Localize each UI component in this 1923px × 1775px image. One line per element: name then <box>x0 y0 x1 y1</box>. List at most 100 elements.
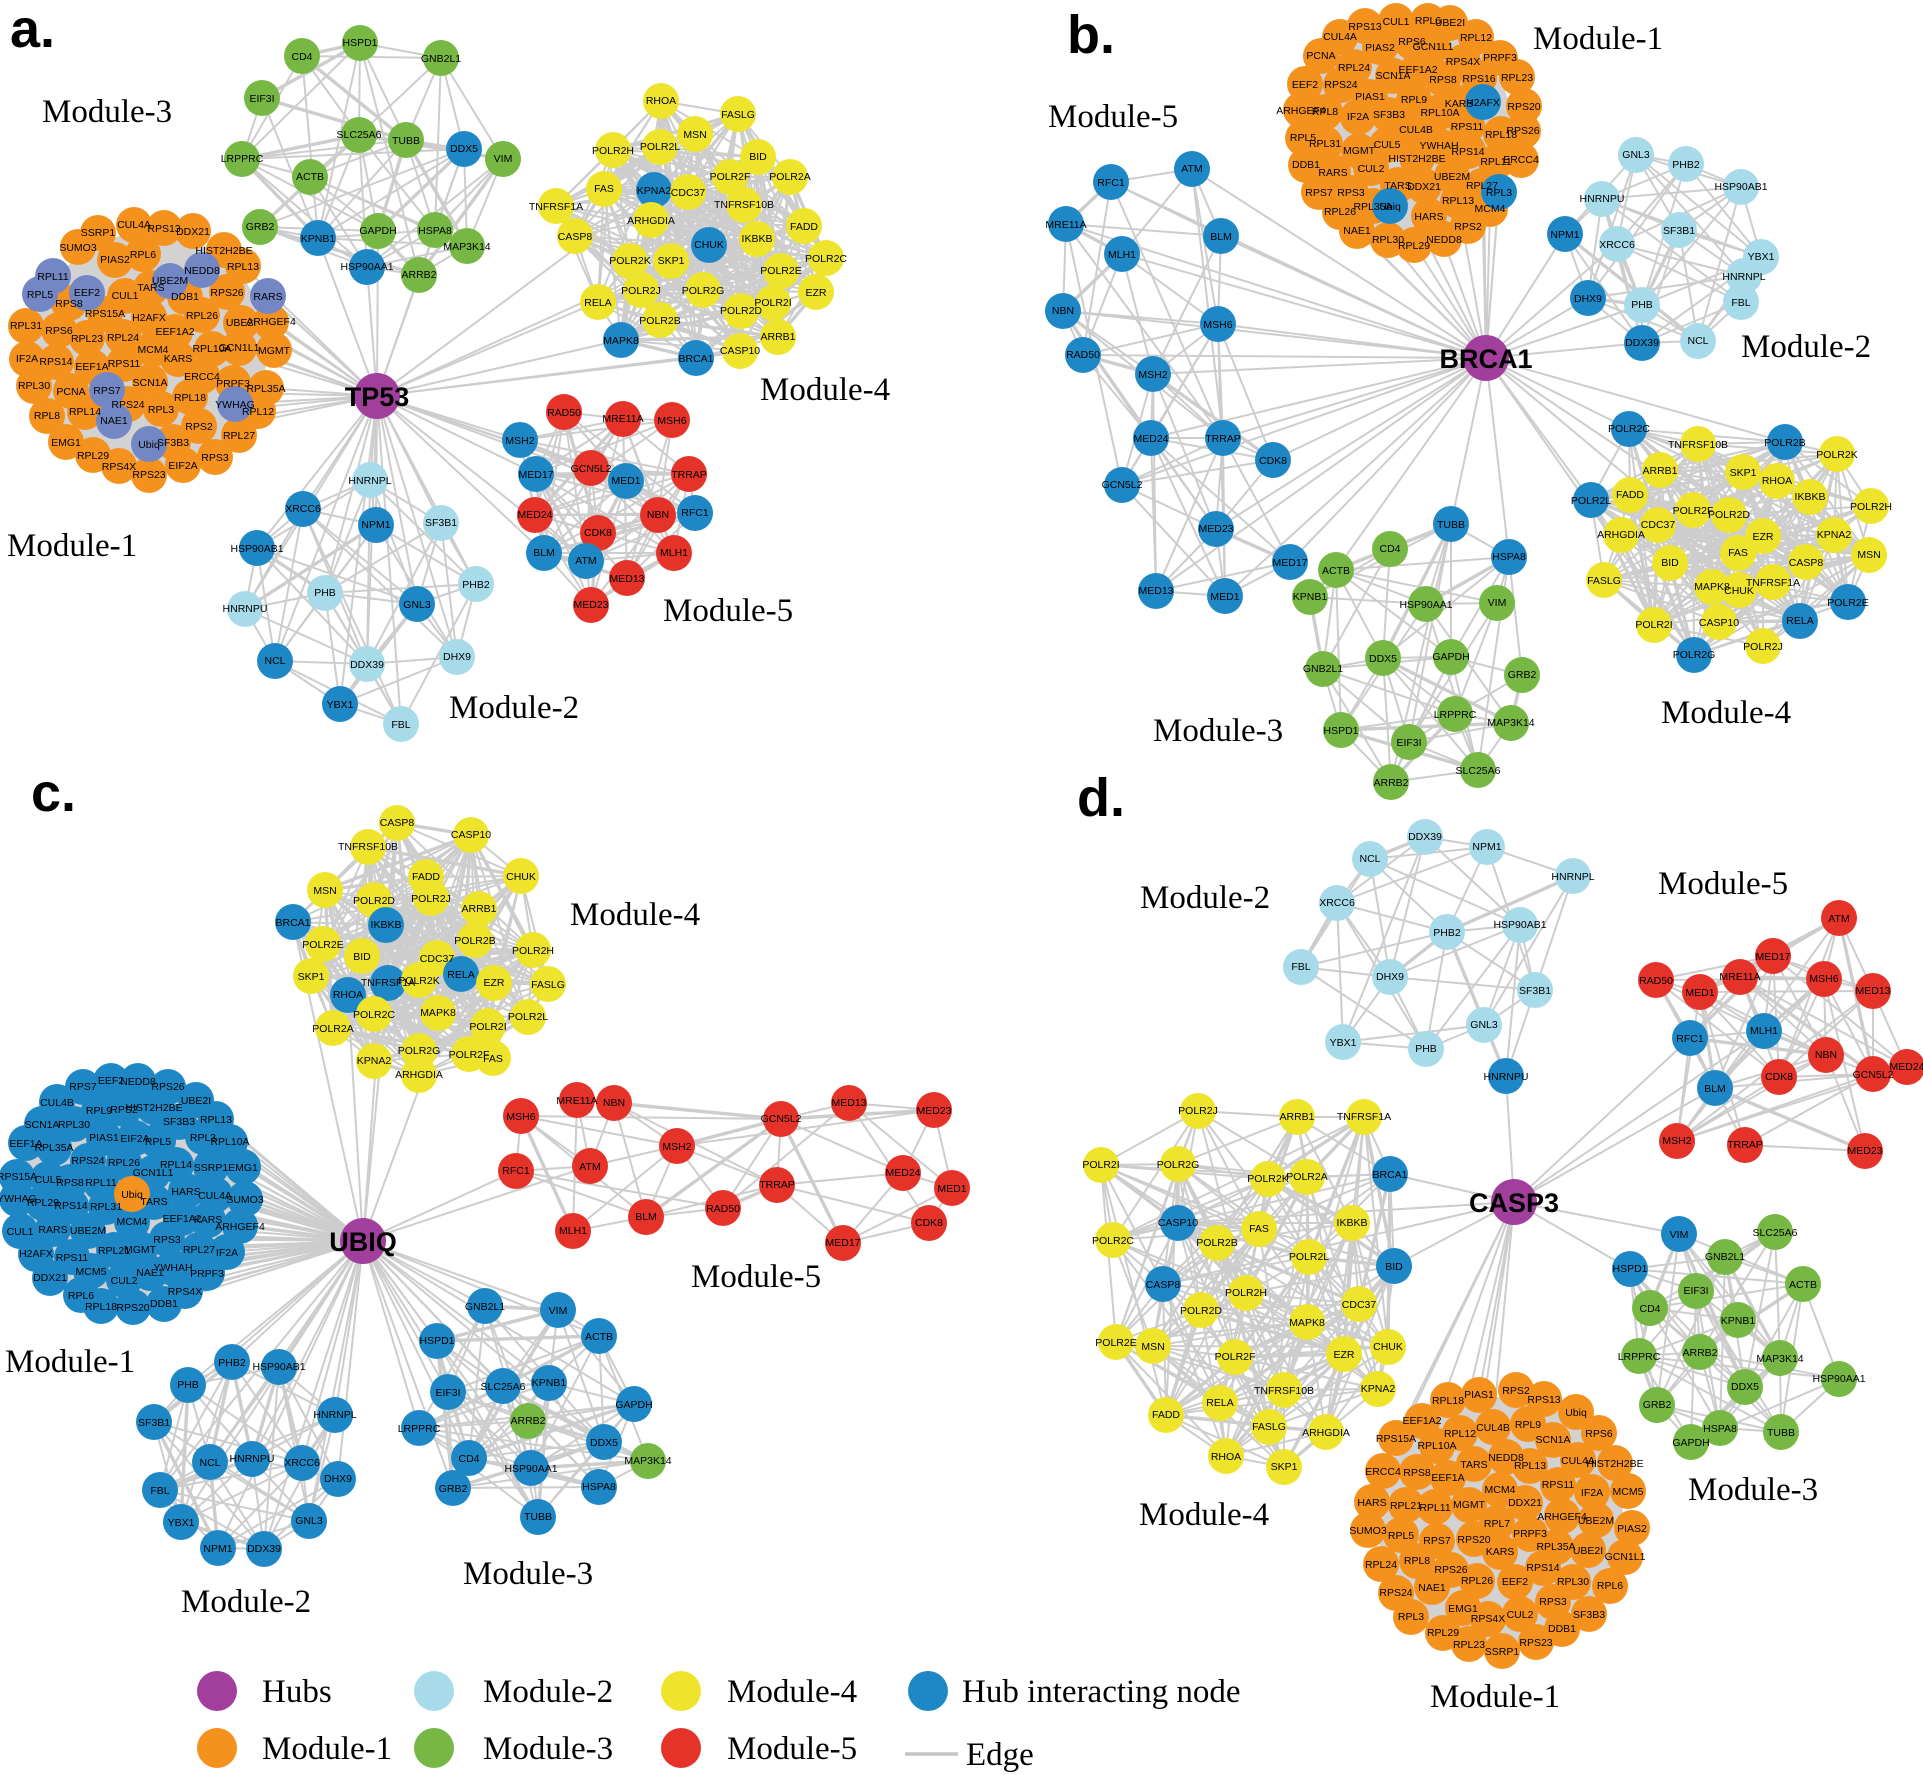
svg-text:CASP8: CASP8 <box>1789 557 1824 569</box>
svg-text:POLR2B: POLR2B <box>1196 1237 1237 1249</box>
svg-text:SF3B3: SF3B3 <box>163 1116 195 1128</box>
svg-text:DDX39: DDX39 <box>247 1543 281 1555</box>
svg-text:YBX1: YBX1 <box>327 699 354 711</box>
svg-text:BLM: BLM <box>533 547 555 559</box>
svg-text:RPL6: RPL6 <box>130 249 156 261</box>
svg-text:GNL3: GNL3 <box>403 599 431 611</box>
svg-text:SF3B1: SF3B1 <box>138 1417 170 1429</box>
svg-text:DDB1: DDB1 <box>171 291 199 303</box>
svg-text:GCN1L1: GCN1L1 <box>133 1167 174 1179</box>
svg-text:RPS3: RPS3 <box>153 1234 181 1246</box>
svg-text:GAPDH: GAPDH <box>1672 1437 1709 1449</box>
svg-text:GRB2: GRB2 <box>439 1483 468 1495</box>
svg-text:GCN5L2: GCN5L2 <box>1102 479 1143 491</box>
svg-text:NEDD8: NEDD8 <box>1488 1452 1524 1464</box>
svg-text:RPS8: RPS8 <box>56 1177 84 1189</box>
svg-text:MED24: MED24 <box>1133 433 1168 445</box>
svg-text:VIM: VIM <box>494 153 513 165</box>
svg-text:MSH6: MSH6 <box>506 1111 535 1123</box>
svg-text:EZR: EZR <box>806 287 827 299</box>
svg-text:FAS: FAS <box>1728 547 1748 559</box>
svg-text:POLR2D: POLR2D <box>353 895 395 907</box>
svg-text:EEF2: EEF2 <box>74 287 100 299</box>
svg-text:ARHGDIA: ARHGDIA <box>627 215 675 227</box>
svg-text:Module-3: Module-3 <box>483 1731 613 1767</box>
svg-text:RPL9: RPL9 <box>1515 1419 1541 1431</box>
svg-text:Hub interacting node: Hub interacting node <box>962 1674 1241 1710</box>
svg-text:YWHAH: YWHAH <box>1419 140 1458 152</box>
svg-text:EMG1: EMG1 <box>1448 1603 1478 1615</box>
svg-text:RPS2: RPS2 <box>110 1104 138 1116</box>
svg-text:POLR2K: POLR2K <box>1247 1173 1288 1185</box>
svg-text:HSPD1: HSPD1 <box>1323 725 1358 737</box>
svg-text:LRPPRC: LRPPRC <box>398 1423 441 1435</box>
svg-text:RPS16: RPS16 <box>1462 73 1495 85</box>
svg-text:Module-4: Module-4 <box>760 372 890 408</box>
svg-text:SUMO3: SUMO3 <box>226 1194 264 1206</box>
svg-text:YBX1: YBX1 <box>1330 1037 1357 1049</box>
svg-text:SF3B1: SF3B1 <box>425 517 457 529</box>
svg-text:DDX39: DDX39 <box>350 659 384 671</box>
svg-text:GAPDH: GAPDH <box>615 1399 652 1411</box>
svg-text:SF3B1: SF3B1 <box>1519 985 1551 997</box>
svg-text:PRPF3: PRPF3 <box>216 378 250 390</box>
svg-text:HNRNPU: HNRNPU <box>230 1453 275 1465</box>
svg-text:RFC1: RFC1 <box>1676 1033 1704 1045</box>
svg-text:PIAS1: PIAS1 <box>1464 1389 1494 1401</box>
svg-text:RPS6: RPS6 <box>1398 36 1426 48</box>
svg-text:YBX1: YBX1 <box>168 1517 195 1529</box>
svg-text:RPS15A: RPS15A <box>1376 1433 1416 1445</box>
svg-text:PHB2: PHB2 <box>1672 159 1700 171</box>
svg-text:POLR2J: POLR2J <box>621 285 661 297</box>
svg-text:MAP3K14: MAP3K14 <box>1756 1353 1803 1365</box>
svg-text:MCM5: MCM5 <box>1613 1486 1644 1498</box>
svg-text:CDC37: CDC37 <box>1641 519 1676 531</box>
svg-text:CUL4A: CUL4A <box>198 1190 232 1202</box>
svg-text:XRCC6: XRCC6 <box>1599 239 1635 251</box>
svg-text:RPL24: RPL24 <box>107 332 139 344</box>
svg-text:Module-2: Module-2 <box>483 1674 613 1710</box>
svg-text:EMG1: EMG1 <box>51 437 81 449</box>
svg-text:BID: BID <box>749 151 767 163</box>
svg-text:MED17: MED17 <box>1755 951 1790 963</box>
svg-text:RPL11: RPL11 <box>1480 156 1511 168</box>
svg-text:KPNA2: KPNA2 <box>1817 529 1852 541</box>
svg-text:RPL18: RPL18 <box>85 1301 117 1313</box>
svg-text:IKBKB: IKBKB <box>1795 491 1826 503</box>
svg-text:BID: BID <box>1661 557 1679 569</box>
svg-text:POLR2C: POLR2C <box>353 1009 395 1021</box>
svg-text:RPL12: RPL12 <box>1444 1428 1476 1440</box>
svg-text:MSH2: MSH2 <box>662 1141 691 1153</box>
svg-text:MAPK8: MAPK8 <box>420 1007 456 1019</box>
svg-text:POLR2C: POLR2C <box>1608 423 1650 435</box>
svg-text:HNRNPL: HNRNPL <box>1722 271 1765 283</box>
svg-text:ARRB2: ARRB2 <box>1682 1347 1717 1359</box>
svg-text:POLR2C: POLR2C <box>1092 1235 1134 1247</box>
svg-text:MGMT: MGMT <box>258 345 291 357</box>
svg-text:MSH6: MSH6 <box>657 415 686 427</box>
svg-text:BLM: BLM <box>1704 1083 1726 1095</box>
svg-text:GNB2L1: GNB2L1 <box>1705 1251 1745 1263</box>
svg-text:GAPDH: GAPDH <box>1432 651 1469 663</box>
svg-text:ARHGEF4: ARHGEF4 <box>215 1221 265 1233</box>
svg-text:Module-3: Module-3 <box>1688 1472 1818 1508</box>
svg-text:NCL: NCL <box>1359 853 1380 865</box>
svg-text:HSPA8: HSPA8 <box>1703 1423 1737 1435</box>
svg-text:Module-4: Module-4 <box>1661 695 1791 731</box>
svg-text:RPL13: RPL13 <box>1514 1460 1546 1472</box>
svg-text:ERCC4: ERCC4 <box>1503 154 1539 166</box>
svg-text:BRCA1: BRCA1 <box>678 353 713 365</box>
svg-text:HARS: HARS <box>1357 1497 1386 1509</box>
svg-text:IF2A: IF2A <box>1581 1487 1603 1499</box>
svg-text:RELA: RELA <box>1786 615 1813 627</box>
svg-text:RARS: RARS <box>38 1224 67 1236</box>
svg-text:SF3B3: SF3B3 <box>157 437 189 449</box>
svg-text:Module-3: Module-3 <box>463 1556 593 1592</box>
svg-text:DDX21: DDX21 <box>1407 181 1441 193</box>
svg-text:YWHAG: YWHAG <box>215 399 255 411</box>
svg-text:EEF2: EEF2 <box>98 1075 124 1087</box>
svg-text:HSP90AB1: HSP90AB1 <box>230 543 283 555</box>
svg-text:POLR2I: POLR2I <box>1635 619 1672 631</box>
svg-text:FASLG: FASLG <box>1252 1421 1286 1433</box>
svg-text:CASP8: CASP8 <box>1146 1279 1181 1291</box>
